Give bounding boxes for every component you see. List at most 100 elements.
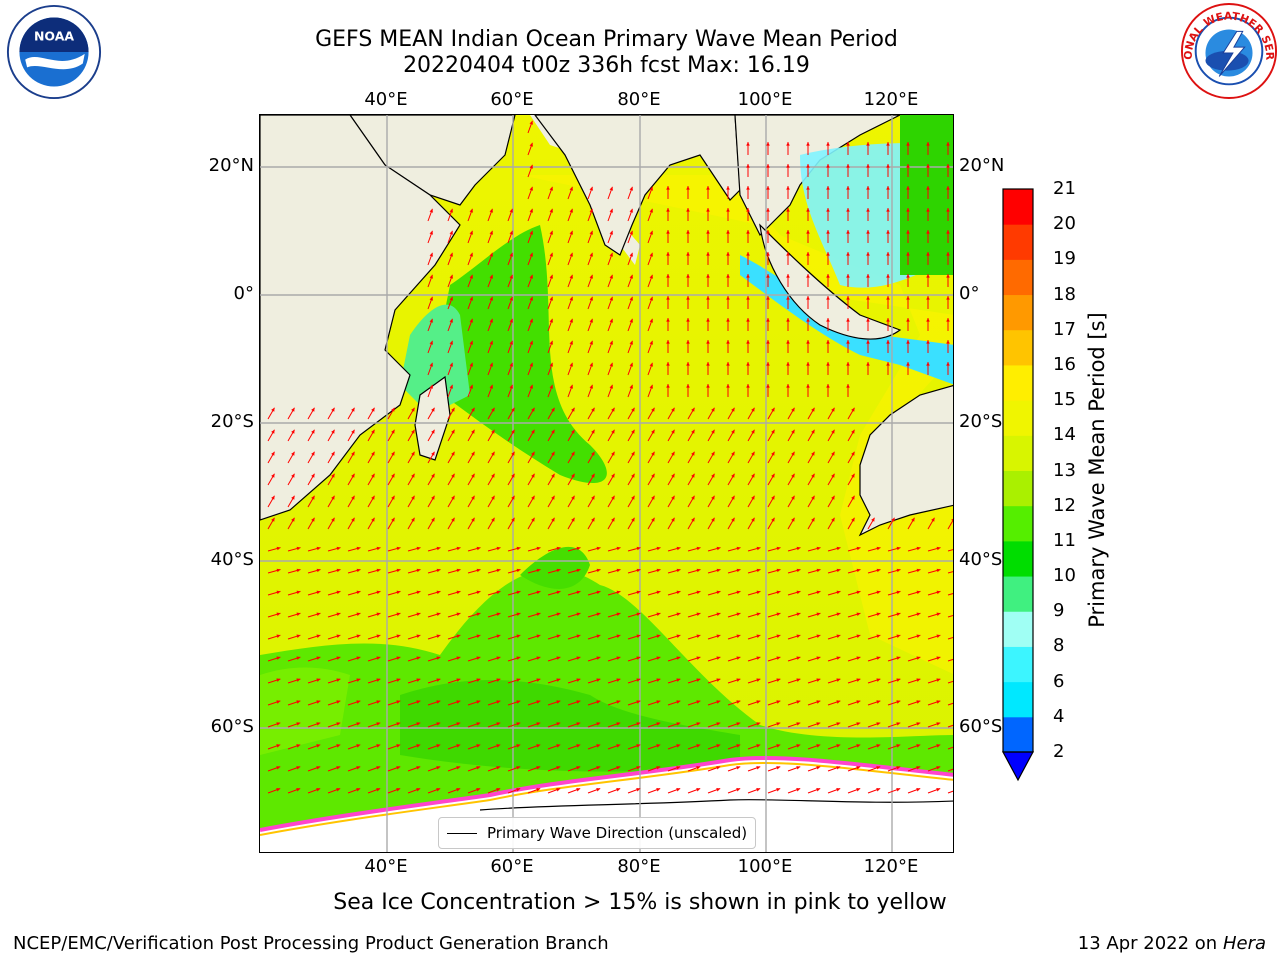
wave-direction-arrowhead [946, 362, 950, 366]
colorbar-tick-label: 16 [1053, 353, 1076, 375]
lat-tick-left: 60°S [210, 716, 254, 737]
wave-direction-arrowhead [351, 429, 355, 434]
wave-direction-arrowhead [511, 473, 515, 478]
wave-direction-arrowhead [396, 634, 401, 638]
wave-direction-arrowhead [371, 451, 375, 456]
wave-direction-arrowhead [776, 678, 781, 682]
wave-direction-arrowhead [631, 517, 635, 522]
wave-direction-arrowhead [589, 208, 593, 213]
wave-direction-arrowhead [356, 634, 361, 638]
wave-direction-arrowhead [649, 274, 653, 279]
wave-direction-arrowhead [656, 634, 661, 638]
wave-direction-arrowhead [456, 700, 461, 704]
colorbar-tick-label: 17 [1053, 318, 1076, 340]
wave-direction-arrow [947, 768, 953, 772]
wave-direction-arrowhead [516, 722, 521, 726]
wave-direction-arrowhead [511, 451, 515, 456]
wave-direction-arrowhead [851, 429, 855, 434]
wave-direction-arrowhead [331, 495, 335, 500]
wave-direction-arrowhead [656, 568, 661, 573]
wave-direction-arrowhead [496, 678, 501, 682]
wave-direction-arrowhead [516, 546, 521, 551]
wave-direction-arrowhead [736, 656, 741, 660]
wave-direction-arrowhead [416, 634, 421, 638]
wave-direction-arrowhead [886, 230, 890, 234]
wave-direction-arrowhead [946, 274, 950, 278]
wave-direction-arrowhead [826, 208, 830, 212]
wave-direction-arrowhead [416, 568, 421, 573]
wave-direction-arrowhead [629, 274, 633, 279]
wave-direction-arrowhead [716, 568, 721, 573]
wave-direction-arrowhead [651, 407, 655, 412]
wave-direction-arrowhead [431, 495, 435, 500]
wave-direction-arrowhead [696, 722, 701, 726]
wave-direction-arrowhead [896, 788, 901, 792]
wave-direction-arrowhead [556, 722, 561, 726]
wave-direction-arrowhead [456, 788, 461, 792]
wave-direction-arrowhead [311, 451, 315, 456]
wave-direction-arrowhead [711, 407, 715, 412]
wave-direction-arrowhead [351, 473, 355, 478]
wave-direction-arrowhead [516, 634, 521, 638]
wave-direction-arrowhead [536, 678, 541, 682]
wave-direction-arrowhead [876, 788, 881, 792]
wave-direction-arrowhead [556, 634, 561, 638]
wave-direction-arrowhead [826, 384, 830, 388]
wave-direction-arrowhead [276, 634, 281, 638]
colorbar-tick-label: 19 [1053, 248, 1076, 270]
wave-direction-arrowhead [396, 766, 401, 770]
wave-direction-arrowhead [766, 252, 770, 256]
wave-direction-arrowhead [416, 766, 421, 770]
colorbar-segment [1003, 681, 1033, 718]
wave-direction-arrowhead [936, 568, 941, 573]
wave-direction-arrowhead [529, 230, 533, 235]
colorbar-tick-label: 4 [1053, 705, 1065, 727]
wave-direction-arrowhead [411, 473, 415, 478]
wave-direction-arrowhead [771, 451, 775, 456]
wave-direction-arrowhead [569, 252, 573, 257]
wave-direction-arrowhead [336, 678, 341, 682]
wave-direction-arrowhead [576, 744, 581, 748]
wave-direction-arrowhead [631, 451, 635, 456]
wave-direction-arrowhead [796, 634, 801, 638]
wave-direction-arrowhead [746, 340, 750, 344]
wave-direction-arrowhead [471, 407, 475, 412]
wave-direction-arrowhead [489, 318, 493, 323]
wave-direction-arrow [947, 571, 953, 574]
wave-direction-arrowhead [576, 700, 581, 704]
wave-direction-arrowhead [736, 700, 741, 704]
wave-direction-arrowhead [551, 517, 555, 522]
wave-direction-arrowhead [376, 678, 381, 682]
wave-direction-arrowhead [946, 340, 950, 344]
wave-direction-arrowhead [916, 612, 921, 617]
wave-direction-arrowhead [826, 230, 830, 234]
wave-direction-arrowhead [476, 590, 481, 595]
wave-direction-arrowhead [876, 612, 881, 617]
wave-direction-arrowhead [771, 473, 775, 478]
wave-direction-arrowhead [356, 656, 361, 660]
wave-direction-arrowhead [331, 451, 335, 456]
wave-direction-arrowhead [509, 318, 513, 323]
wave-direction-arrowhead [736, 546, 741, 551]
wave-direction-arrowhead [631, 429, 635, 434]
wave-direction-arrowhead [469, 318, 473, 323]
wave-direction-arrowhead [271, 517, 275, 522]
wave-direction-arrowhead [746, 164, 750, 168]
wave-direction-arrowhead [291, 407, 295, 412]
wave-direction-arrowhead [656, 678, 661, 682]
wave-direction-arrowhead [791, 473, 795, 478]
wave-direction-arrowhead [866, 340, 870, 344]
wave-direction-arrowhead [916, 678, 921, 682]
wave-direction-arrowhead [691, 517, 695, 522]
wave-direction-arrowhead [856, 744, 861, 748]
wave-direction-arrowhead [476, 788, 481, 792]
wave-direction-arrowhead [806, 318, 810, 322]
lon-tick-top: 120°E [863, 89, 919, 110]
wave-direction-arrowhead [429, 318, 433, 323]
wave-direction-arrowhead [906, 362, 910, 366]
wave-direction-arrowhead [471, 495, 475, 500]
wave-direction-arrowhead [491, 495, 495, 500]
wave-direction-arrowhead [576, 590, 581, 595]
wave-direction-arrowhead [886, 362, 890, 366]
wave-direction-arrowhead [706, 186, 710, 190]
